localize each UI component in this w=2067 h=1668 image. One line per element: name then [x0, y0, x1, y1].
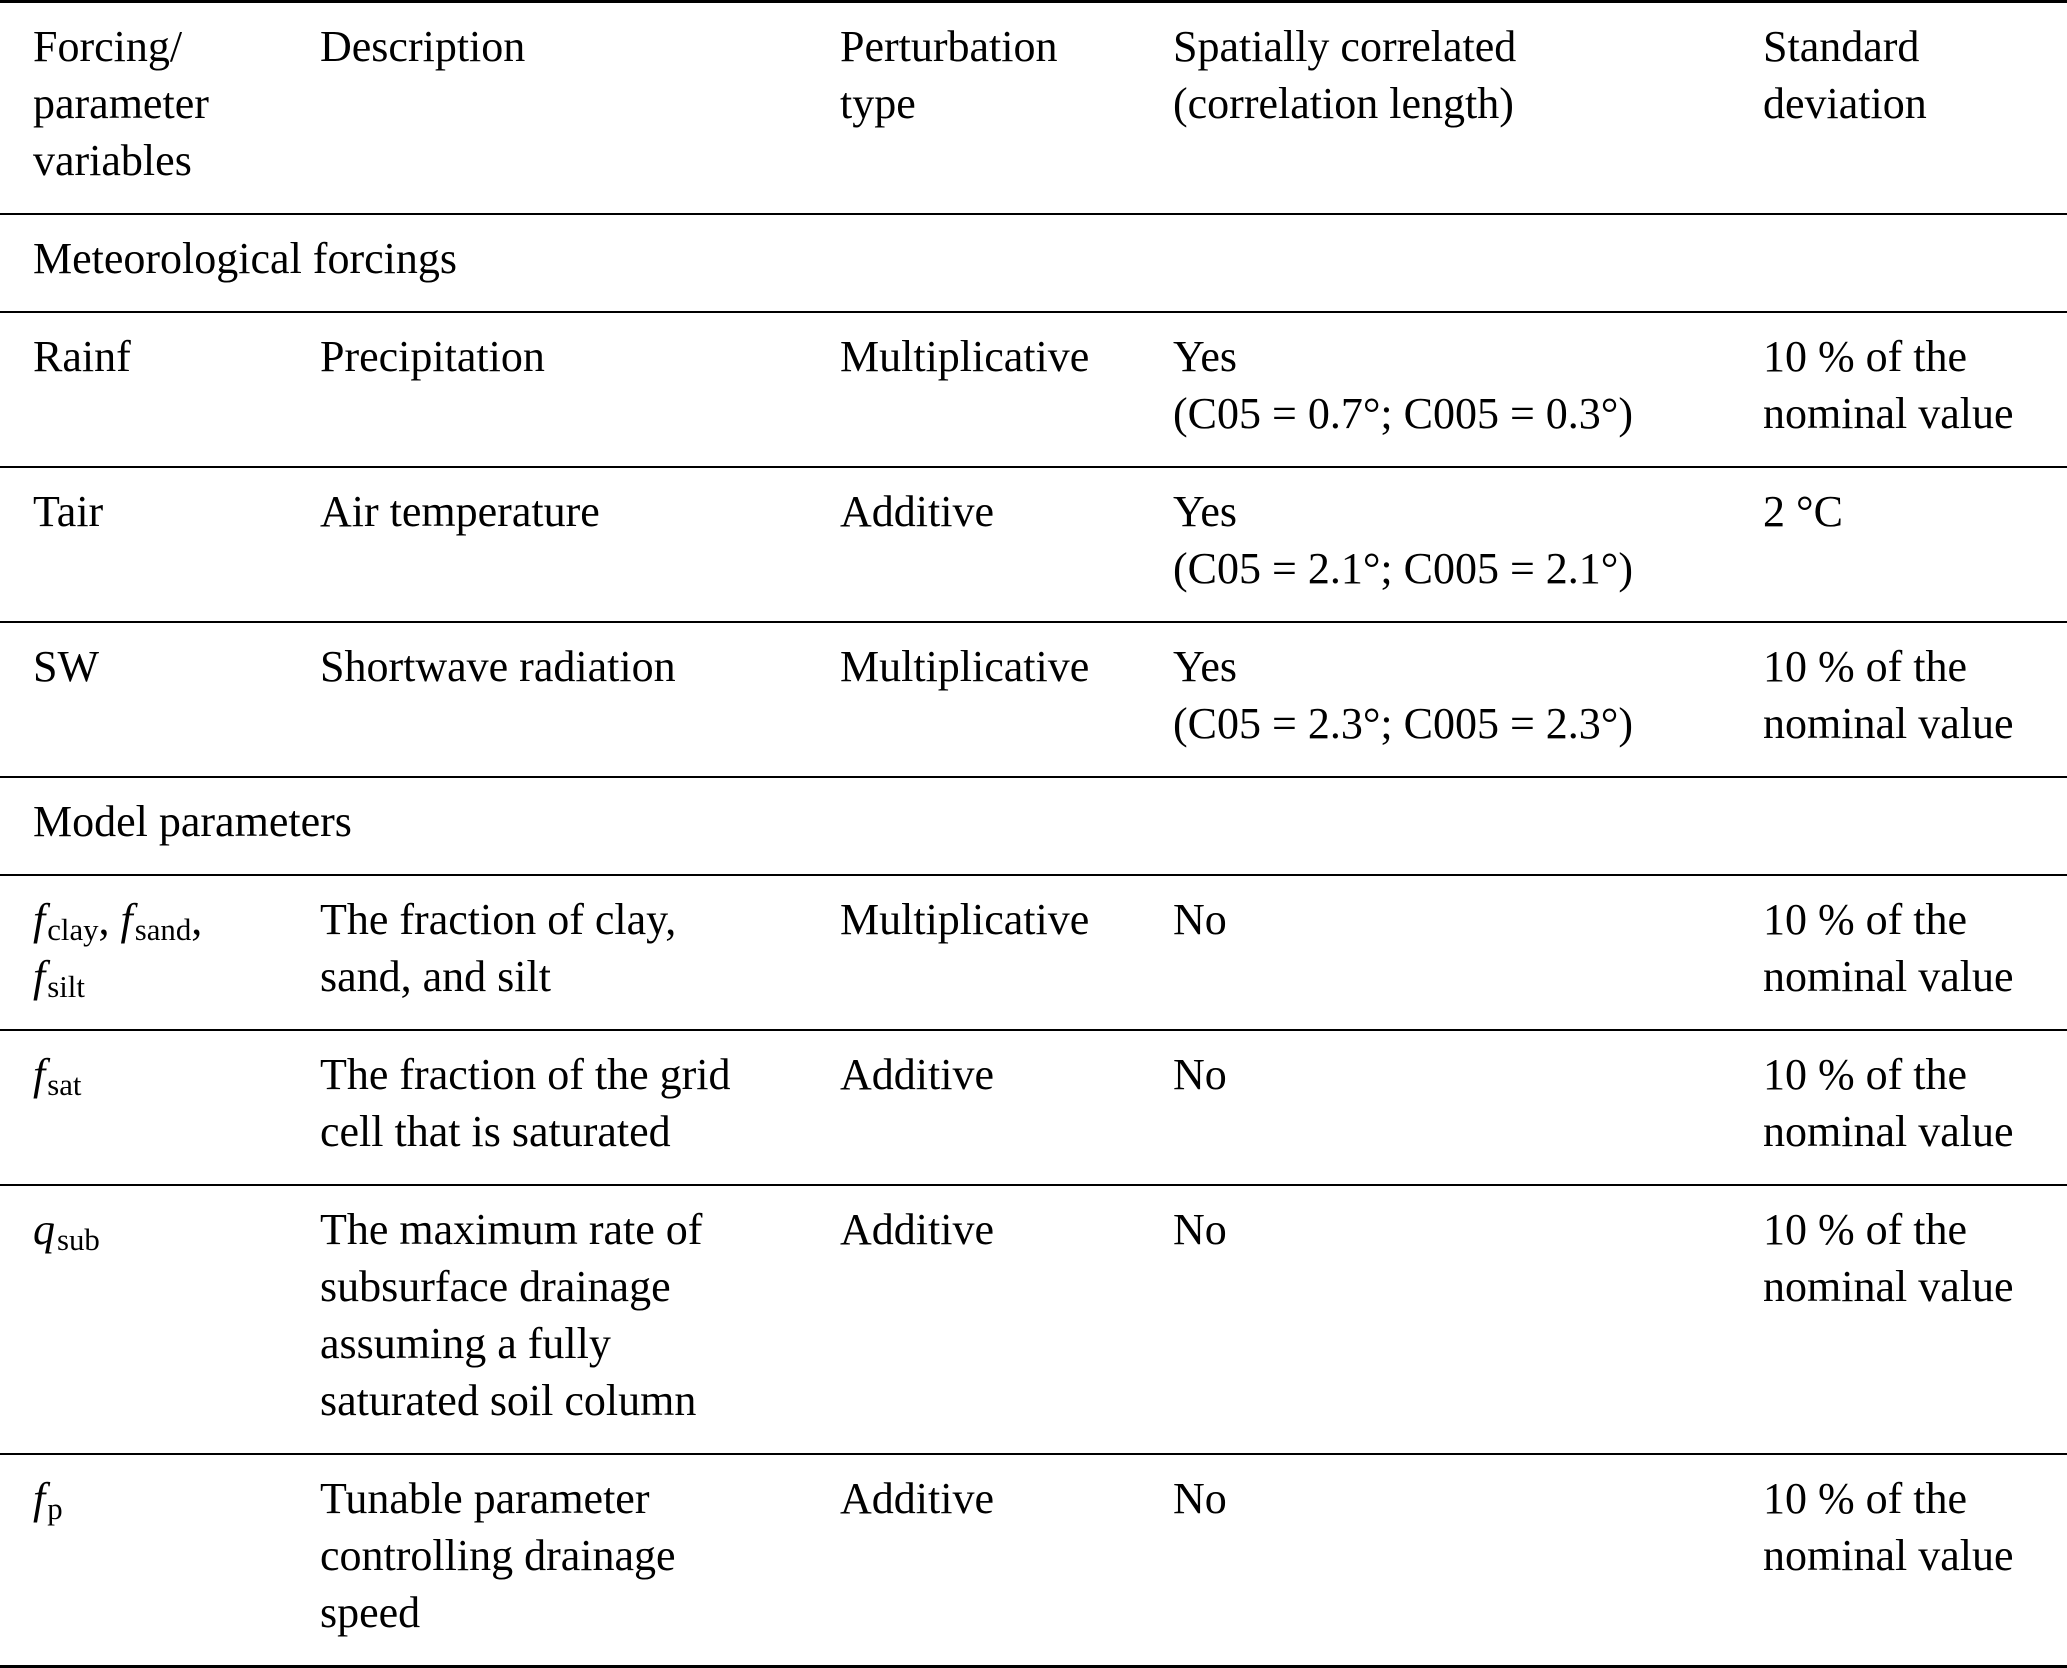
section-row: Meteorological forcings	[0, 214, 2067, 312]
column-header-standard-deviation: Standard deviation	[1763, 22, 1927, 128]
standard-deviation-cell: 10 % of the nominal value	[1763, 642, 2014, 748]
table-row: SW Shortwave radiation Multiplicative Ye…	[0, 622, 2067, 777]
standard-deviation-cell: 10 % of the nominal value	[1763, 895, 2014, 1001]
variable-cell: fclay, fsand, fsilt	[33, 895, 203, 1005]
perturbation-type-cell: Additive	[840, 1474, 994, 1523]
description-cell: Tunable parameter controlling drainage s…	[320, 1474, 676, 1637]
table-row: fsat The fraction of the grid cell that …	[0, 1030, 2067, 1185]
standard-deviation-cell: 10 % of the nominal value	[1763, 1205, 2014, 1311]
spatial-correlation-cell: No	[1173, 1205, 1227, 1254]
spatial-correlation-cell: No	[1173, 1474, 1227, 1523]
spatial-correlation-cell: No	[1173, 1050, 1227, 1099]
section-row: Model parameters	[0, 777, 2067, 875]
perturbation-type-cell: Multiplicative	[840, 332, 1090, 381]
description-cell: The fraction of clay, sand, and silt	[320, 895, 677, 1001]
standard-deviation-cell: 10 % of the nominal value	[1763, 332, 2014, 438]
section-label: Model parameters	[33, 797, 352, 846]
variable-cell: Rainf	[33, 332, 131, 381]
spatial-correlation-cell: Yes (C05 = 2.3°; C005 = 2.3°)	[1173, 642, 1634, 748]
header-row: Forcing/ parameter variables Description…	[0, 2, 2067, 214]
description-cell: Precipitation	[320, 332, 545, 381]
perturbation-type-cell: Additive	[840, 487, 994, 536]
column-header-perturbation-type: Perturbation type	[840, 22, 1058, 128]
description-cell: Air temperature	[320, 487, 600, 536]
spatial-correlation-cell: Yes (C05 = 0.7°; C005 = 0.3°)	[1173, 332, 1634, 438]
table-body: Meteorological forcings Rainf Precipitat…	[0, 214, 2067, 1667]
column-header-forcing-parameter-variables: Forcing/ parameter variables	[33, 22, 209, 185]
variable-cell: fsat	[33, 1050, 82, 1103]
perturbation-type-cell: Multiplicative	[840, 642, 1090, 691]
column-header-description: Description	[320, 22, 526, 71]
table-row: Rainf Precipitation Multiplicative Yes (…	[0, 312, 2067, 467]
standard-deviation-cell: 2 °C	[1763, 487, 1843, 536]
variable-cell: fp	[33, 1474, 63, 1527]
table-header: Forcing/ parameter variables Description…	[0, 2, 2067, 214]
variable-cell: Tair	[33, 487, 104, 536]
column-header-spatially-correlated: Spatially correlated (correlation length…	[1173, 22, 1517, 128]
perturbation-type-cell: Multiplicative	[840, 895, 1090, 944]
description-cell: Shortwave radiation	[320, 642, 676, 691]
description-cell: The maximum rate of subsurface drainage …	[320, 1205, 703, 1425]
spatial-correlation-cell: Yes (C05 = 2.1°; C005 = 2.1°)	[1173, 487, 1634, 593]
spatial-correlation-cell: No	[1173, 895, 1227, 944]
table-row: Tair Air temperature Additive Yes (C05 =…	[0, 467, 2067, 622]
standard-deviation-cell: 10 % of the nominal value	[1763, 1050, 2014, 1156]
table-row: fclay, fsand, fsilt The fraction of clay…	[0, 875, 2067, 1030]
variable-cell: qsub	[33, 1205, 100, 1258]
standard-deviation-cell: 10 % of the nominal value	[1763, 1474, 2014, 1580]
variable-cell: SW	[33, 642, 99, 691]
perturbation-type-cell: Additive	[840, 1050, 994, 1099]
description-cell: The fraction of the grid cell that is sa…	[320, 1050, 731, 1156]
table-row: qsub The maximum rate of subsurface drai…	[0, 1185, 2067, 1454]
table-row: fp Tunable parameter controlling drainag…	[0, 1454, 2067, 1667]
perturbation-type-cell: Additive	[840, 1205, 994, 1254]
section-label: Meteorological forcings	[33, 234, 457, 283]
